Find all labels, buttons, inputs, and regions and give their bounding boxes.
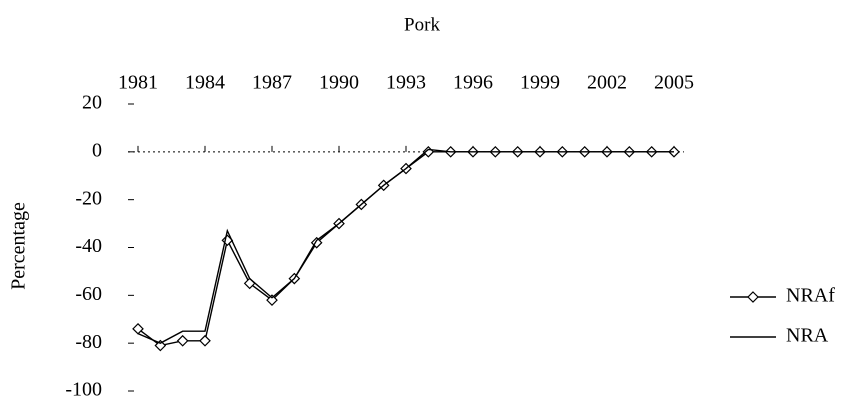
x-tick-label: 1996 — [453, 72, 493, 94]
marker — [154, 339, 167, 352]
x-tick-label: 1993 — [386, 72, 426, 94]
x-tick-label: 1990 — [319, 72, 359, 94]
line-nraf — [137, 151, 674, 347]
legend-label: NRAf — [786, 285, 835, 307]
marker — [243, 277, 256, 290]
legend-marker — [747, 291, 759, 303]
y-tick-label: -100 — [65, 379, 102, 401]
y-tick-label: 20 — [82, 92, 102, 114]
x-tick-label: 1999 — [520, 72, 560, 94]
y-tick-label: -40 — [75, 235, 102, 257]
y-tick-label: -60 — [75, 283, 102, 305]
marker — [266, 294, 278, 306]
line-nra — [137, 148, 674, 344]
x-tick-label: 1981 — [118, 72, 158, 94]
x-tick-label: 1987 — [252, 72, 292, 94]
y-axis-label: Percentage — [8, 202, 30, 290]
marker — [199, 334, 211, 347]
marker — [176, 334, 189, 347]
chart-title: Pork — [404, 14, 440, 35]
x-tick-label: 2005 — [654, 72, 694, 94]
legend-label: NRA — [786, 325, 829, 347]
marker — [132, 322, 144, 335]
x-tick-label: 2002 — [587, 72, 627, 94]
y-tick-label: -20 — [75, 187, 102, 209]
x-tick-label: 1984 — [185, 72, 225, 94]
y-tick-label: -80 — [75, 331, 102, 353]
y-tick-label: 0 — [92, 139, 102, 161]
